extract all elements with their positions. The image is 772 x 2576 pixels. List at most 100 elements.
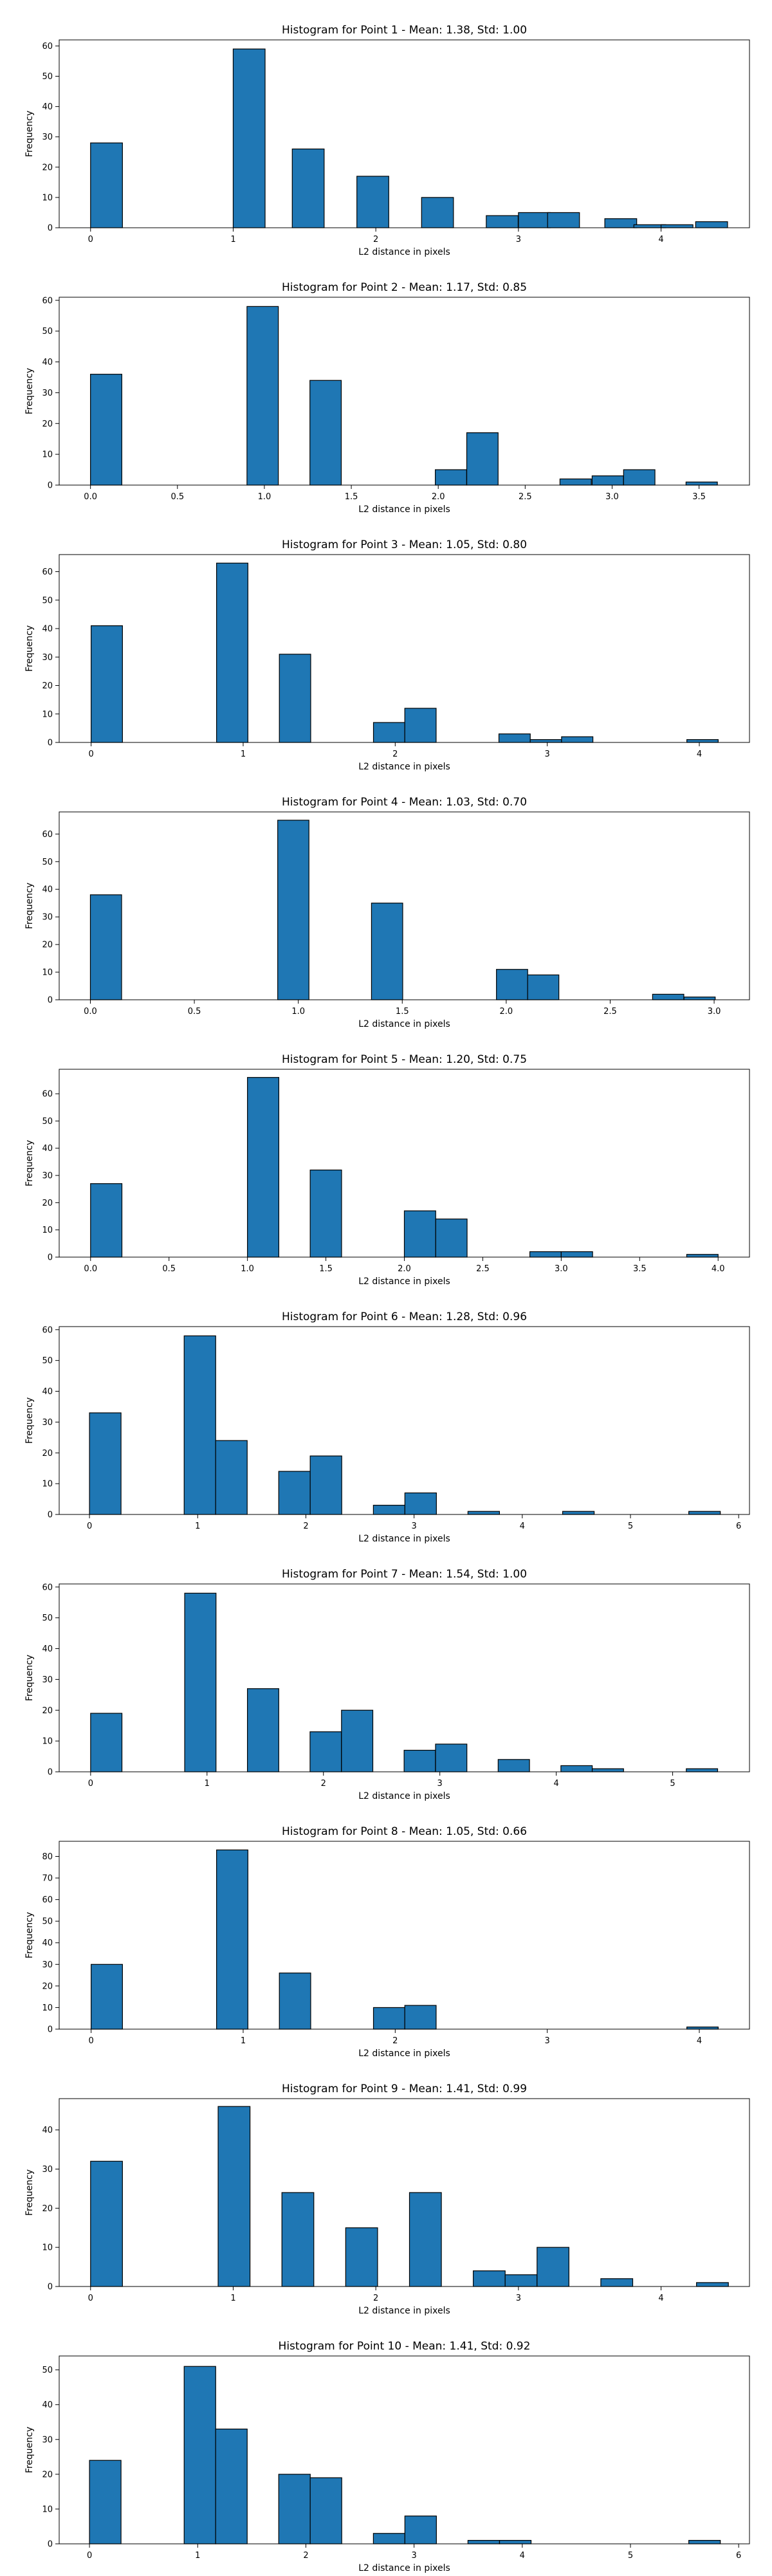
histogram-panel: Histogram for Point 3 - Mean: 1.05, Std:… xyxy=(24,538,750,772)
y-tick-label: 10 xyxy=(42,1226,53,1235)
y-tick-label: 60 xyxy=(42,1895,53,1905)
x-tick-label: 1 xyxy=(241,750,246,759)
x-tick-label: 6 xyxy=(736,1522,741,1531)
x-axis-label: L2 distance in pixels xyxy=(358,2048,450,2059)
histogram-bar xyxy=(504,2274,538,2287)
x-tick-label: 1 xyxy=(241,2036,246,2046)
histogram-bar xyxy=(345,2227,378,2287)
y-tick-label: 0 xyxy=(48,1253,53,1263)
histogram-bar xyxy=(278,1471,311,1515)
y-tick-label: 0 xyxy=(48,996,53,1006)
x-tick-label: 0 xyxy=(87,2551,92,2561)
x-axis-label: L2 distance in pixels xyxy=(358,2563,450,2573)
x-tick-label: 4 xyxy=(520,2551,525,2561)
histogram-bar xyxy=(291,148,325,228)
x-tick-label: 0.5 xyxy=(162,1264,176,1274)
x-tick-label: 4 xyxy=(697,2036,702,2046)
y-tick-label: 30 xyxy=(42,133,53,142)
x-tick-label: 1.5 xyxy=(396,1007,409,1017)
y-tick-label: 20 xyxy=(42,1449,53,1458)
bars-group xyxy=(91,1849,719,2030)
y-axis-label: Frequency xyxy=(24,625,35,672)
y-tick-label: 10 xyxy=(42,2243,53,2253)
histogram-bar xyxy=(652,993,685,1000)
x-tick-label: 0 xyxy=(88,750,93,759)
histogram-bar xyxy=(356,176,389,228)
histogram-bar xyxy=(560,1765,593,1772)
histogram-bar xyxy=(466,432,499,486)
histogram-bar xyxy=(537,2247,569,2287)
histogram-bar xyxy=(623,469,656,486)
x-axis-label: L2 distance in pixels xyxy=(358,1791,450,1801)
x-tick-label: 4 xyxy=(658,235,663,244)
histogram-bar xyxy=(421,197,454,228)
histogram-bar xyxy=(499,2539,532,2544)
y-tick-label: 10 xyxy=(42,193,53,203)
y-tick-label: 50 xyxy=(42,1117,53,1127)
histogram-bar xyxy=(688,2539,721,2544)
y-tick-label: 50 xyxy=(42,2366,53,2375)
y-tick-label: 0 xyxy=(48,481,53,491)
histogram-bar xyxy=(216,1849,248,2030)
y-tick-label: 40 xyxy=(42,1387,53,1397)
y-tick-label: 30 xyxy=(42,389,53,398)
histogram-bar xyxy=(435,1219,468,1258)
x-tick-label: 6 xyxy=(736,2551,741,2561)
x-tick-label: 1.0 xyxy=(258,492,271,502)
y-tick-label: 10 xyxy=(42,2505,53,2514)
histogram-bar xyxy=(403,1210,436,1258)
bars-group xyxy=(89,1335,721,1515)
axes-frame xyxy=(59,1841,750,2030)
histogram-bar xyxy=(686,1254,719,1258)
histogram-bar xyxy=(497,1759,530,1772)
x-tick-label: 4 xyxy=(553,1779,558,1789)
y-tick-label: 0 xyxy=(48,2025,53,2035)
y-tick-label: 60 xyxy=(42,1090,53,1099)
histogram-bar xyxy=(91,625,123,743)
y-axis-label: Frequency xyxy=(24,1655,35,1701)
histogram-bar xyxy=(89,2460,122,2544)
axes-frame xyxy=(59,2098,750,2287)
x-tick-label: 0.0 xyxy=(84,1007,97,1017)
x-tick-label: 3 xyxy=(545,750,550,759)
chart-title: Histogram for Point 6 - Mean: 1.28, Std:… xyxy=(282,1311,527,1323)
chart-title: Histogram for Point 4 - Mean: 1.03, Std:… xyxy=(282,796,527,809)
histogram-bar xyxy=(604,218,638,228)
x-tick-label: 1 xyxy=(230,2294,235,2303)
histogram-bar xyxy=(247,1077,280,1258)
x-tick-label: 3.0 xyxy=(708,1007,721,1017)
histogram-bar xyxy=(409,2192,442,2287)
y-tick-label: 20 xyxy=(42,163,53,172)
x-tick-label: 4 xyxy=(697,750,702,759)
axes-frame xyxy=(59,554,750,743)
x-tick-label: 2 xyxy=(303,2551,308,2561)
chart-title: Histogram for Point 1 - Mean: 1.38, Std:… xyxy=(282,24,527,37)
y-tick-label: 40 xyxy=(42,2400,53,2410)
histogram-bar xyxy=(279,1973,311,2030)
histogram-bar xyxy=(518,212,551,228)
x-tick-label: 2 xyxy=(392,2036,398,2046)
histogram-bar xyxy=(279,654,311,743)
chart-title: Histogram for Point 7 - Mean: 1.54, Std:… xyxy=(282,1568,527,1581)
histogram-bar xyxy=(560,1251,593,1258)
y-tick-label: 60 xyxy=(42,1583,53,1592)
x-tick-label: 2 xyxy=(373,235,378,244)
x-tick-label: 3.0 xyxy=(555,1264,568,1274)
axes-frame xyxy=(59,1583,750,1772)
y-tick-label: 60 xyxy=(42,830,53,840)
y-axis-label: Frequency xyxy=(24,1912,35,1958)
histogram-bar xyxy=(404,2516,437,2544)
histogram-bar xyxy=(696,2282,729,2287)
histogram-panel: Histogram for Point 6 - Mean: 1.28, Std:… xyxy=(24,1311,750,1544)
y-tick-label: 0 xyxy=(48,224,53,234)
histogram-panel: Histogram for Point 10 - Mean: 1.41, Std… xyxy=(24,2340,750,2573)
histogram-bar xyxy=(600,2278,634,2287)
y-tick-label: 0 xyxy=(48,739,53,748)
y-tick-label: 50 xyxy=(42,858,53,867)
histogram-bar xyxy=(90,2160,123,2287)
histogram-bar xyxy=(498,733,531,743)
histogram-bar xyxy=(467,2539,501,2544)
y-tick-label: 40 xyxy=(42,1938,53,1948)
histogram-bar xyxy=(281,2192,315,2287)
histogram-bar xyxy=(591,475,624,486)
